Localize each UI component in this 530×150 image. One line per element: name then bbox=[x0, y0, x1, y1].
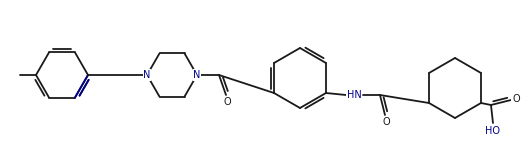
Text: N: N bbox=[143, 70, 151, 80]
Text: N: N bbox=[193, 70, 201, 80]
Text: O: O bbox=[382, 117, 390, 127]
Text: HO: HO bbox=[485, 126, 500, 136]
Text: O: O bbox=[512, 94, 520, 104]
Text: O: O bbox=[223, 97, 231, 107]
Text: HN: HN bbox=[347, 90, 361, 100]
